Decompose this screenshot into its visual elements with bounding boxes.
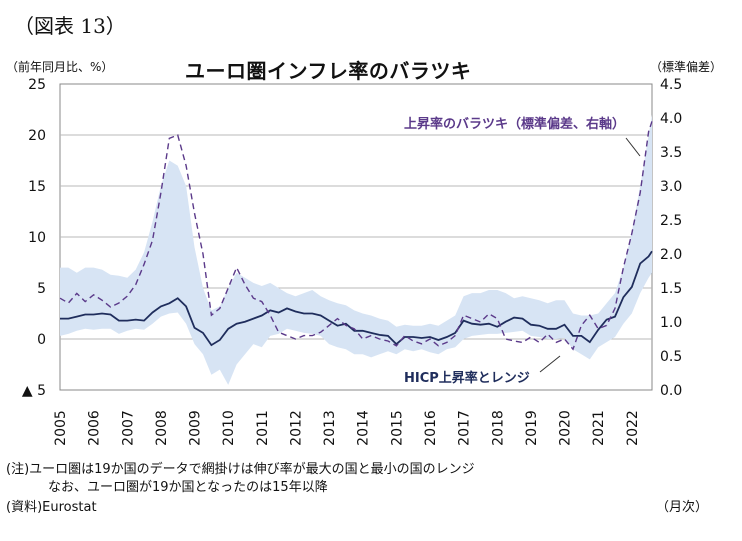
left-axis-unit: （前年同月比、%） bbox=[6, 60, 114, 74]
x-tick-label: 2015 bbox=[389, 410, 405, 446]
x-tick-label: 2020 bbox=[558, 410, 574, 446]
x-tick-label: 2011 bbox=[255, 410, 271, 446]
x-tick-label: 2014 bbox=[356, 410, 372, 446]
x-tick-label: 2005 bbox=[53, 410, 69, 446]
right-tick-label: 2.5 bbox=[660, 213, 682, 229]
right-tick-label: 0.5 bbox=[660, 349, 682, 365]
right-tick-label: 3.0 bbox=[660, 179, 682, 195]
right-tick-label: 4.5 bbox=[660, 77, 682, 93]
x-tick-label: 2009 bbox=[188, 410, 204, 446]
hicp-annotation: HICP上昇率とレンジ bbox=[404, 370, 530, 386]
right-tick-label: 1.5 bbox=[660, 281, 682, 297]
note-line-1: (注)ユーロ圏は19か国のデータで網掛けは伸び率が最大の国と最小の国のレンジ bbox=[6, 462, 475, 477]
x-tick-label: 2018 bbox=[490, 410, 506, 446]
hicp-line bbox=[60, 250, 653, 347]
x-tick-label: 2012 bbox=[288, 410, 304, 446]
x-tick-label: 2010 bbox=[221, 410, 237, 446]
range-band bbox=[60, 114, 652, 385]
x-tick-label: 2021 bbox=[591, 410, 607, 446]
period-unit: （月次） bbox=[655, 500, 708, 515]
right-tick-label: 1.0 bbox=[660, 315, 682, 331]
x-tick-label: 2017 bbox=[457, 410, 473, 446]
left-tick-label: 5 bbox=[37, 281, 46, 297]
left-tick-label: 25 bbox=[28, 77, 46, 93]
source-note: (資料)Eurostat bbox=[6, 500, 97, 515]
left-tick-label: 20 bbox=[28, 128, 46, 144]
left-tick-label: 15 bbox=[28, 179, 46, 195]
x-tick-label: 2022 bbox=[625, 410, 641, 446]
x-tick-label: 2016 bbox=[423, 410, 439, 446]
dispersion-annotation: 上昇率のバラツキ（標準偏差、右軸） bbox=[404, 116, 625, 132]
x-tick-label: 2006 bbox=[87, 410, 103, 446]
x-axis-ticks: 2005 2006 2007 2008 2009 2010 2011 2012 2013 2014… bbox=[53, 410, 641, 446]
dispersion-annotation-arrow bbox=[625, 137, 641, 157]
right-axis-ticks: 0.0 0.5 1.0 1.5 2.0 2.5 3.0 3.5 4.0 4.5 bbox=[660, 77, 682, 399]
right-tick-label: 4.0 bbox=[660, 111, 682, 127]
right-tick-label: 2.0 bbox=[660, 247, 682, 263]
left-tick-label: ▲ 5 bbox=[22, 383, 46, 399]
x-tick-label: 2008 bbox=[154, 410, 170, 446]
figure-label: （図表 13） bbox=[14, 14, 126, 38]
left-tick-label: 0 bbox=[37, 332, 46, 348]
x-tick-label: 2007 bbox=[120, 410, 136, 446]
right-tick-label: 0.0 bbox=[660, 383, 682, 399]
x-tick-label: 2013 bbox=[322, 410, 338, 446]
right-tick-label: 3.5 bbox=[660, 145, 682, 161]
hicp-annotation-arrow bbox=[539, 355, 561, 373]
right-axis-unit: （標準偏差） bbox=[649, 60, 722, 74]
left-axis-ticks: ▲ 5 0 5 10 15 20 25 bbox=[22, 77, 46, 399]
chart-title: ユーロ圏インフレ率のバラツキ bbox=[185, 59, 472, 83]
dispersion-line bbox=[59, 121, 653, 351]
x-tick-label: 2019 bbox=[524, 410, 540, 446]
note-line-2: なお、ユーロ圏が19か国となったのは15年以降 bbox=[48, 480, 328, 495]
left-tick-label: 10 bbox=[28, 230, 46, 246]
